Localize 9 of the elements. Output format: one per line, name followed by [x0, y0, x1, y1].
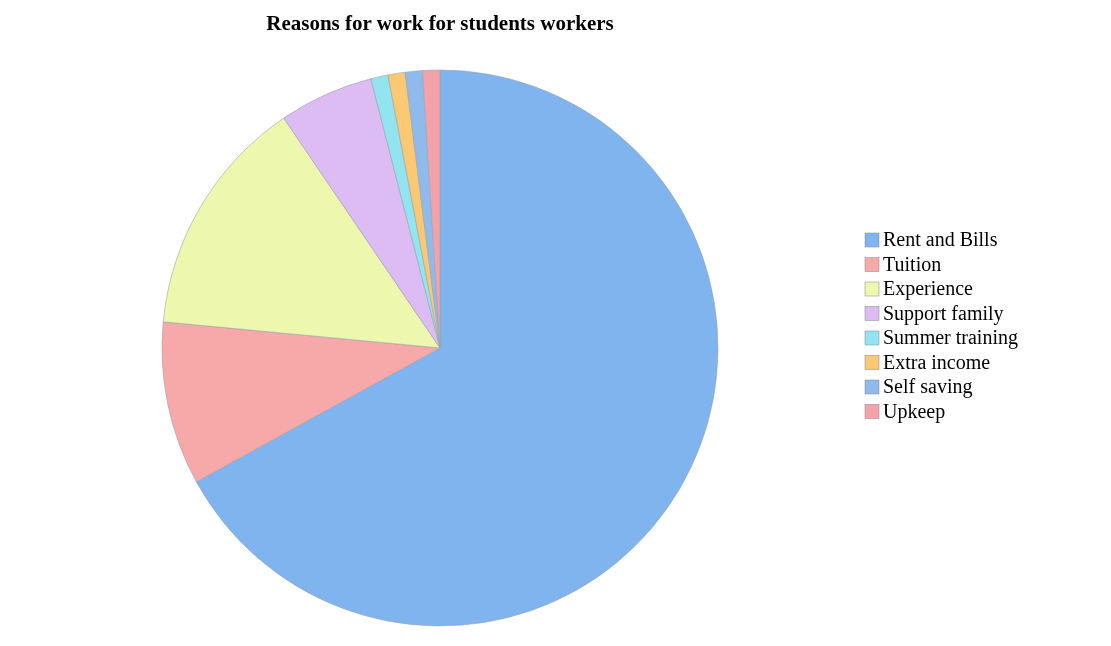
legend-label: Self saving	[883, 375, 973, 398]
legend-label: Upkeep	[883, 399, 946, 423]
legend-label: Support family	[883, 301, 1004, 325]
legend-label: Experience	[883, 277, 974, 300]
legend-label: Summer training	[883, 326, 1018, 349]
legend-label: Extra income	[883, 350, 991, 373]
legend-label: Rent and Bills	[883, 228, 998, 250]
chart-title: Reasons for work for students workers	[266, 11, 614, 35]
legend-label: Tuition	[883, 252, 942, 275]
